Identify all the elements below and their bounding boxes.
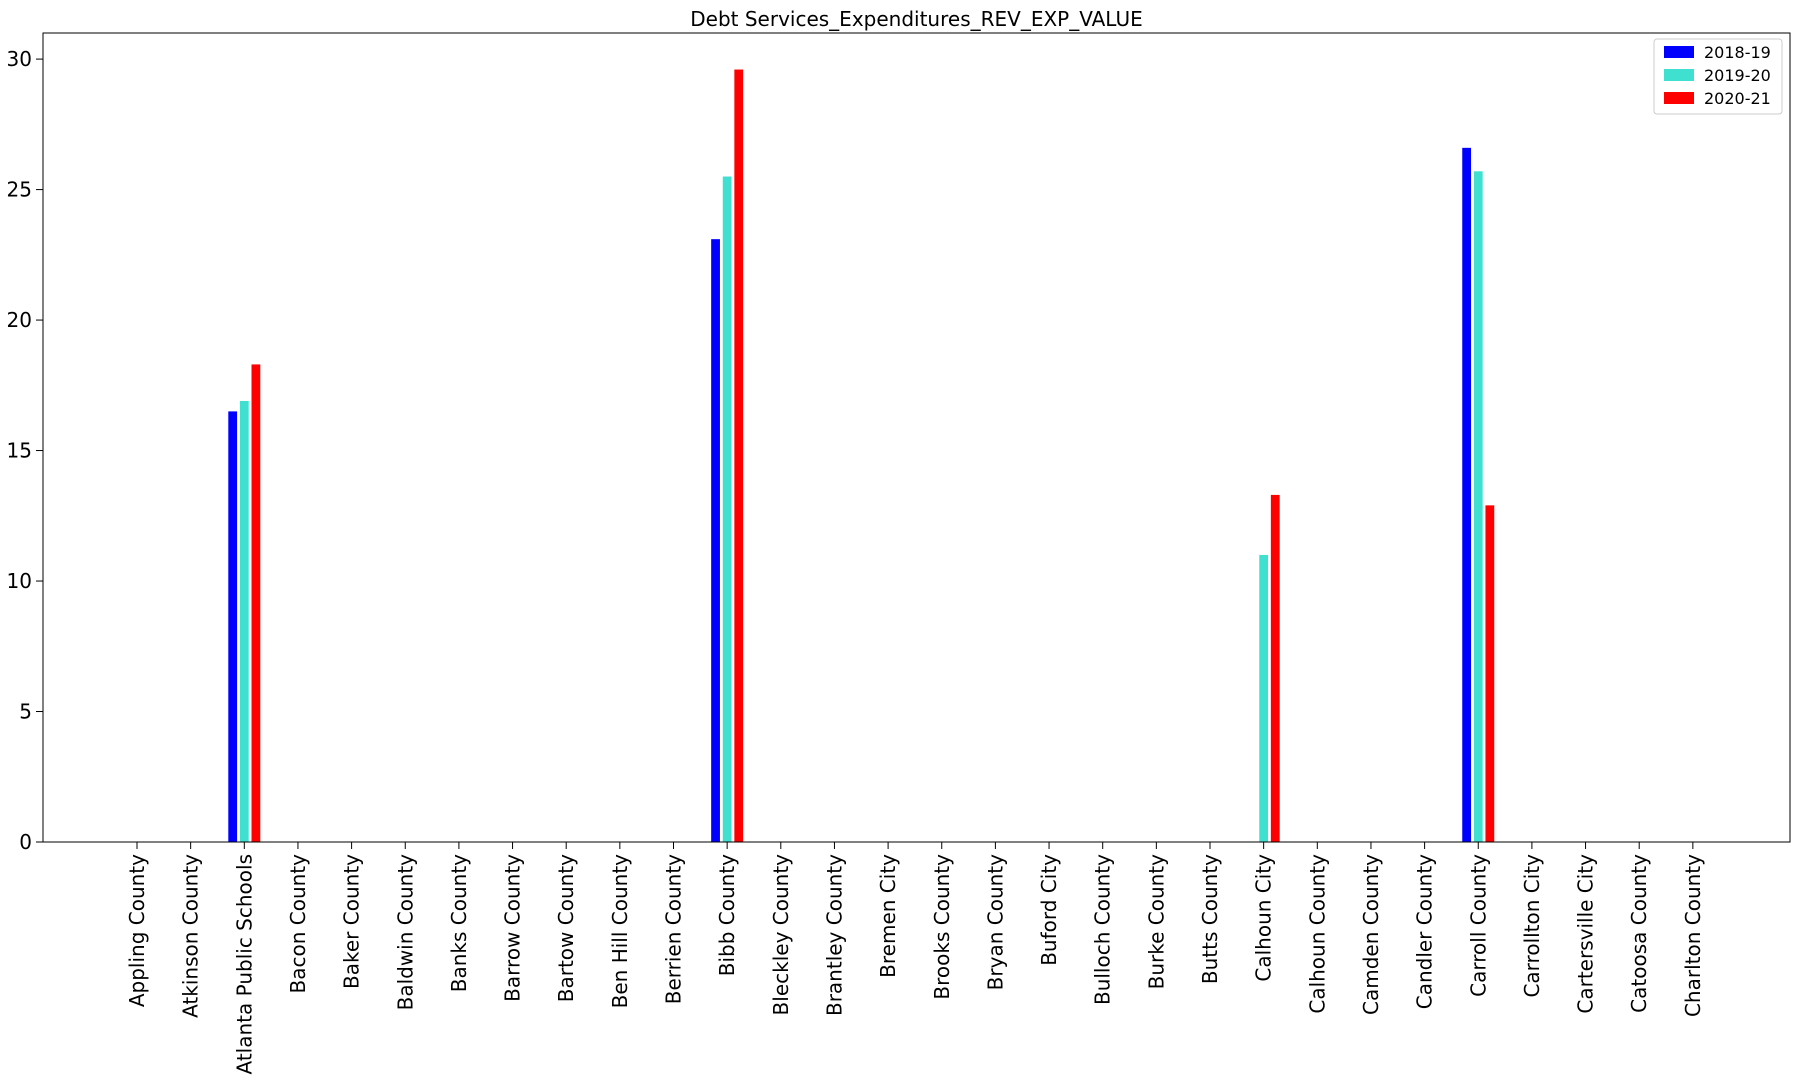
chart-title: Debt Services_Expenditures_REV_EXP_VALUE <box>690 7 1142 31</box>
x-tick-label: Baker County <box>340 854 364 989</box>
x-tick-label: Calhoun County <box>1305 854 1329 1014</box>
x-tick-label: Butts County <box>1198 854 1222 984</box>
y-tick-label: 20 <box>7 308 32 332</box>
x-tick-label: Bremen City <box>876 854 900 978</box>
x-tick-label: Camden County <box>1359 854 1383 1015</box>
x-tick-label: Candler County <box>1413 854 1437 1009</box>
legend: 2018-19 2019-20 2020-21 <box>1653 38 1783 115</box>
y-tick-label: 15 <box>7 439 32 463</box>
x-tick-label: Carrollton City <box>1520 854 1544 998</box>
legend-swatch <box>1664 69 1694 81</box>
bar-2018-19-atlanta-public-schools <box>228 411 238 842</box>
y-axis: 0 5 10 15 20 25 30 <box>7 47 43 854</box>
legend-label: 2018-19 <box>1704 43 1771 62</box>
legend-swatch <box>1664 46 1694 58</box>
x-tick-label: Buford City <box>1037 854 1061 966</box>
bar-2018-19-carroll-county <box>1462 147 1472 842</box>
bar-2020-21-calhoun-city <box>1270 494 1280 842</box>
x-tick-label: Bleckley County <box>769 854 793 1016</box>
x-tick-label: Charlton County <box>1681 854 1705 1017</box>
bar-2019-20-calhoun-city <box>1259 554 1269 842</box>
x-tick-label: Berrien County <box>662 854 686 1004</box>
x-tick-label: Bibb County <box>715 854 739 976</box>
x-tick-label: Appling County <box>125 854 149 1007</box>
bars-layer <box>228 69 1495 843</box>
bar-2019-20-bibb-county <box>722 176 732 842</box>
x-tick-label: Barrow County <box>501 854 525 1002</box>
x-tick-label: Bartow County <box>554 854 578 1002</box>
x-tick-label: Burke County <box>1144 854 1168 990</box>
y-tick-label: 25 <box>7 178 32 202</box>
x-tick-label: Bryan County <box>983 854 1007 990</box>
x-tick-label: Cartersville City <box>1574 854 1598 1014</box>
x-tick-label: Calhoun City <box>1252 854 1276 982</box>
legend-swatch <box>1664 92 1694 104</box>
bar-2020-21-carroll-county <box>1485 505 1495 842</box>
bar-2020-21-bibb-county <box>734 69 744 843</box>
x-tick-label: Brooks County <box>930 854 954 1000</box>
bar-2018-19-bibb-county <box>711 239 720 842</box>
plot-frame <box>42 32 1791 843</box>
bar-2019-20-carroll-county <box>1473 171 1483 842</box>
x-tick-label: Catoosa County <box>1627 854 1651 1013</box>
x-tick-label: Bulloch County <box>1091 854 1115 1005</box>
legend-label: 2019-20 <box>1704 66 1771 85</box>
x-tick-label: Baldwin County <box>393 854 417 1011</box>
x-tick-label: Carroll County <box>1466 854 1490 997</box>
x-tick-label: Banks County <box>447 854 471 992</box>
x-tick-label: Bacon County <box>286 854 310 994</box>
y-tick-label: 30 <box>7 47 32 71</box>
x-tick-label: Brantley County <box>822 854 846 1016</box>
x-tick-label: Atkinson County <box>179 854 203 1018</box>
y-tick-label: 10 <box>7 569 32 593</box>
bar-2019-20-atlanta-public-schools <box>239 400 249 842</box>
y-tick-label: 0 <box>19 830 32 854</box>
bar-2020-21-atlanta-public-schools <box>251 364 261 842</box>
x-tick-label: Ben Hill County <box>608 854 632 1009</box>
legend-label: 2020-21 <box>1704 89 1771 108</box>
x-tick-label: Atlanta Public Schools <box>232 854 256 1074</box>
x-axis: Appling County Atkinson County Atlanta Pub… <box>125 842 1705 1074</box>
y-tick-label: 5 <box>19 700 32 724</box>
